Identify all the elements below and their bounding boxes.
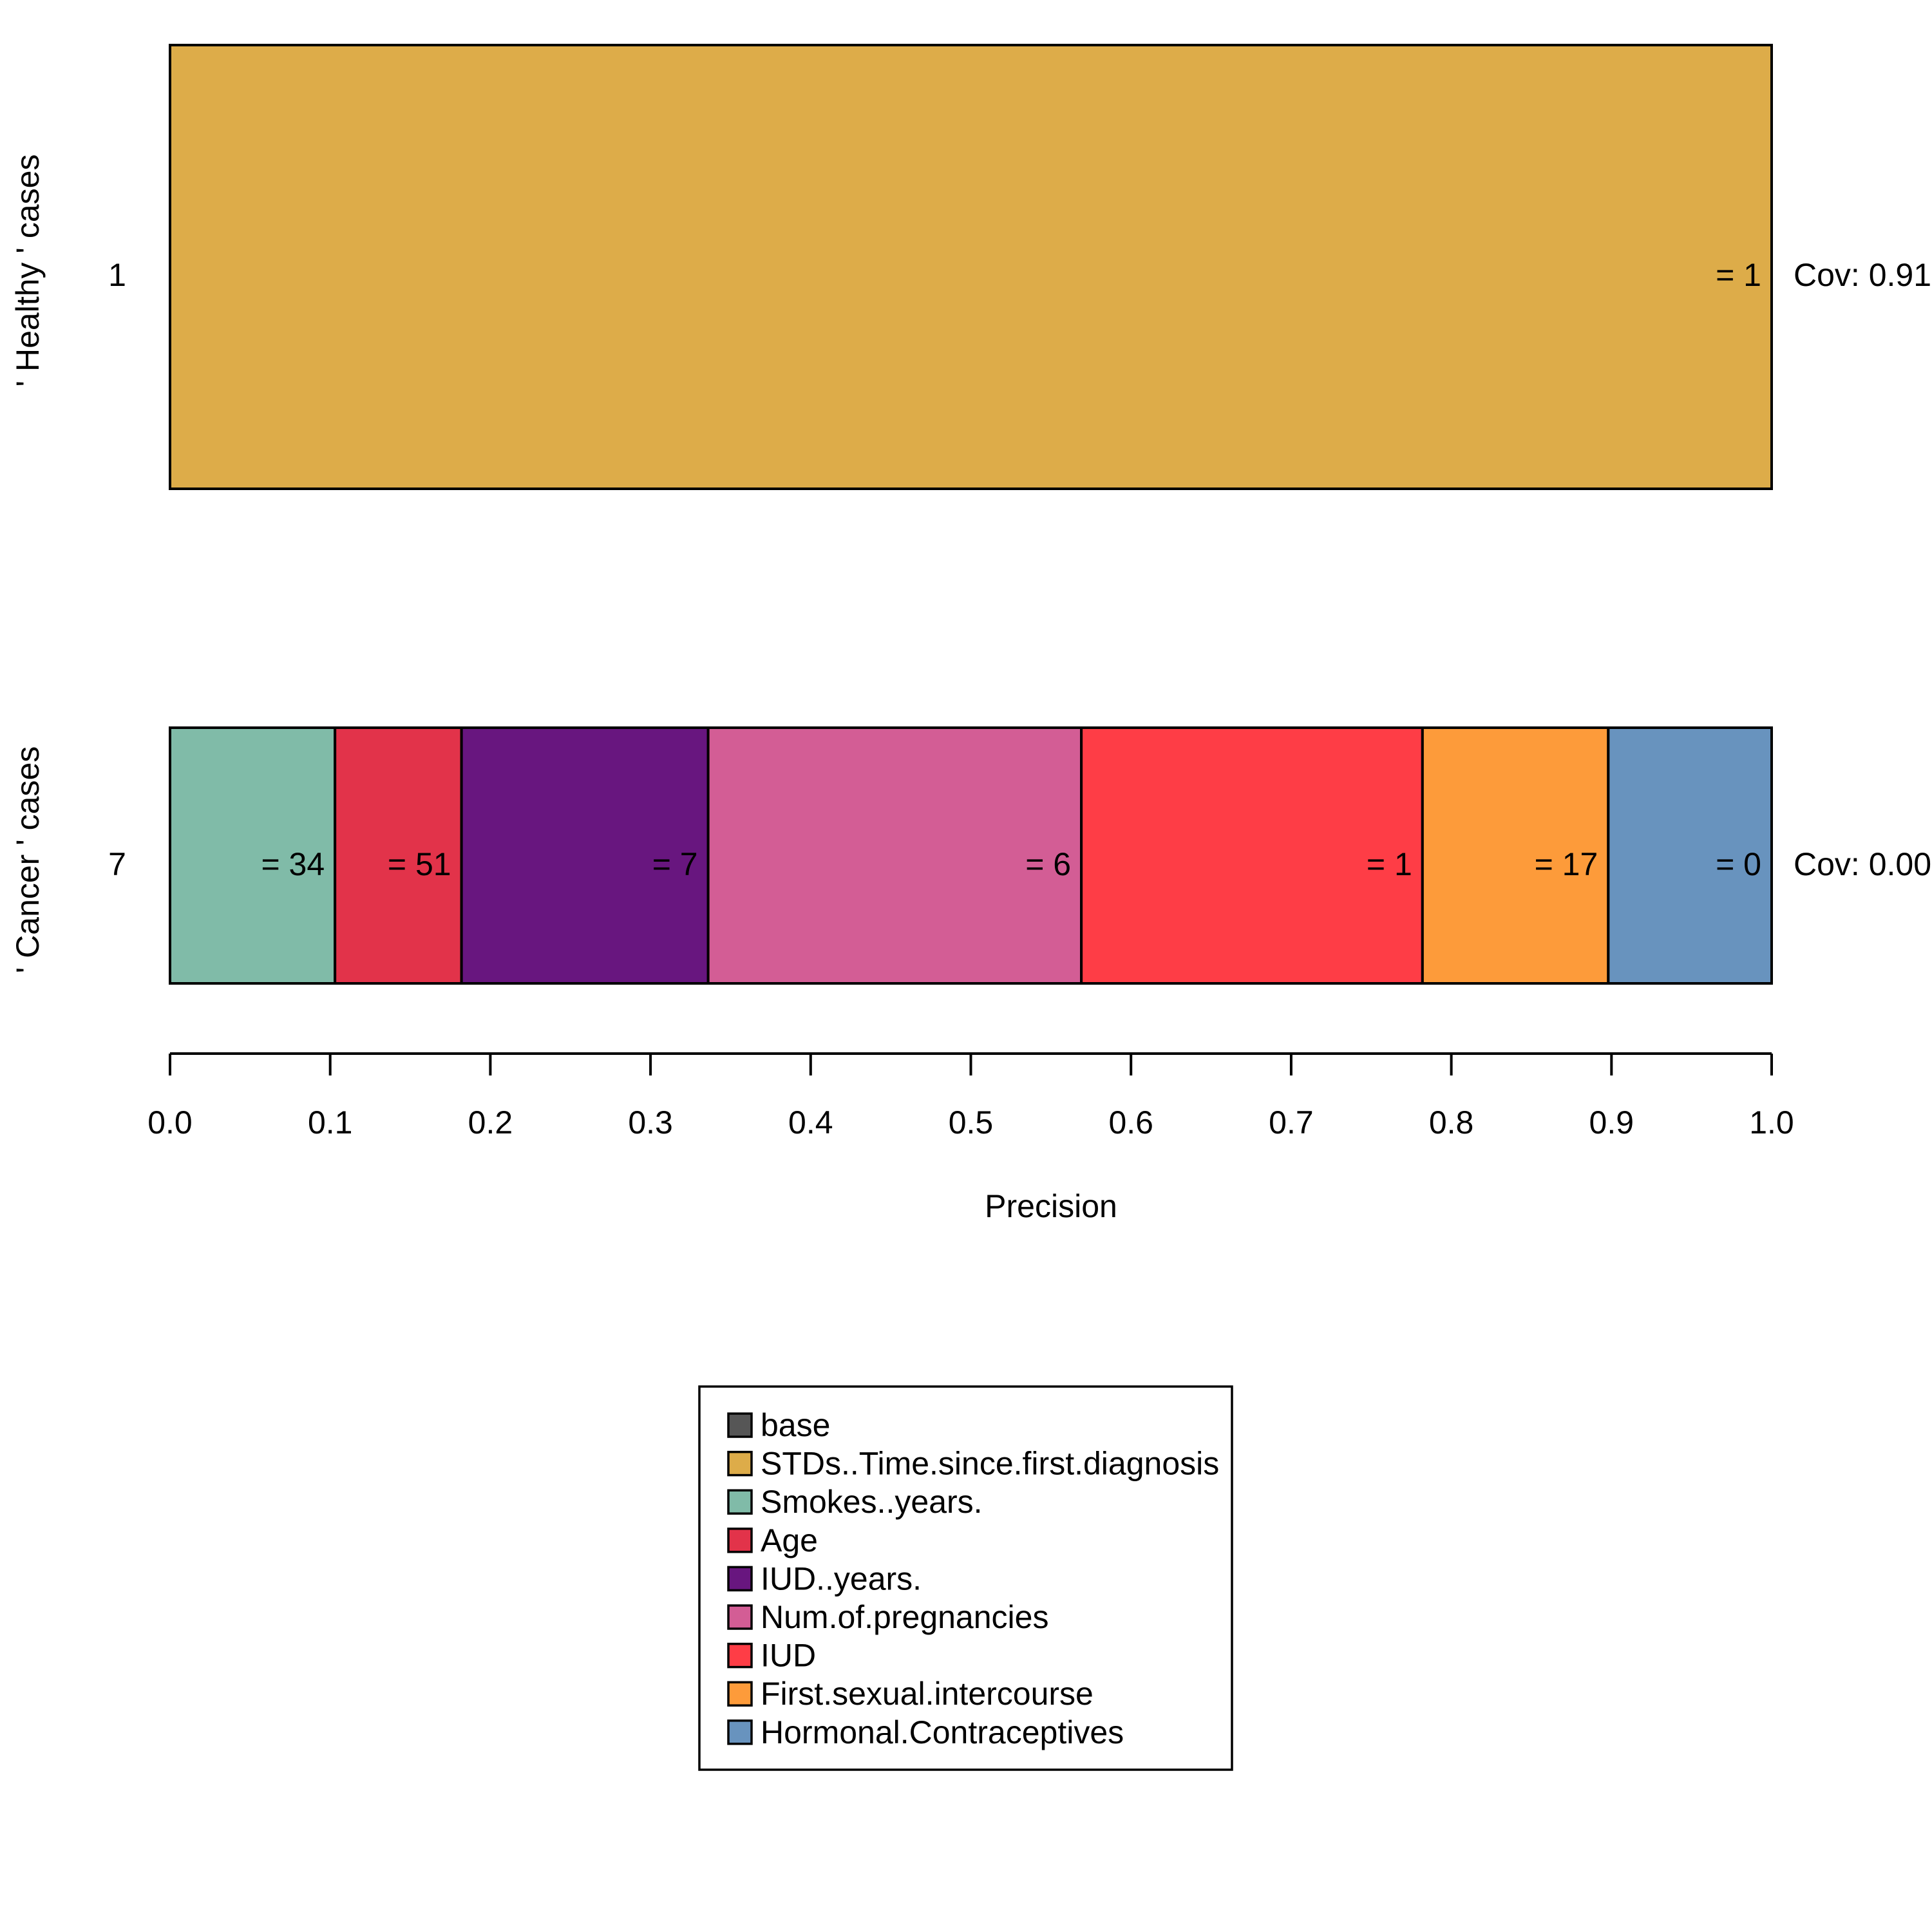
x-axis-title: Precision	[985, 1188, 1117, 1224]
bar-row: = 1 1 Cov: 0.91 ' Healthy ' cases	[10, 44, 1931, 490]
segment-label: = 6	[1025, 846, 1071, 882]
legend-label: IUD	[761, 1638, 816, 1674]
row-group-label: ' Healthy ' cases	[10, 155, 46, 387]
bar-segment	[1607, 726, 1773, 985]
legend-label: Age	[761, 1522, 818, 1558]
segment-label: = 34	[261, 846, 325, 882]
segment-label: = 1	[1716, 257, 1761, 293]
legend-swatch	[727, 1450, 753, 1477]
bar-segment	[169, 726, 337, 985]
legend-swatch	[727, 1489, 753, 1515]
legend-swatch	[727, 1412, 753, 1438]
segment-label: = 17	[1535, 846, 1598, 882]
row-group-label: ' Cancer ' cases	[10, 746, 46, 974]
coverage-label: Cov: 0.91	[1794, 257, 1931, 293]
x-tick-label: 0.6	[1108, 1104, 1153, 1141]
legend-frame	[698, 1385, 1233, 1771]
x-tick-label: 0.4	[788, 1104, 833, 1141]
x-tick-label: 0.1	[308, 1104, 353, 1141]
bar-segment	[706, 726, 1083, 985]
x-tick-label: 0.7	[1269, 1104, 1314, 1141]
legend-swatch	[727, 1719, 753, 1745]
legend: baseSTDs..Time.since.first.diagnosisSmok…	[698, 1385, 1233, 1771]
row-count-label: 7	[108, 846, 126, 882]
bar-segment	[169, 44, 1773, 490]
legend-label: Num.of.pregnancies	[761, 1599, 1048, 1635]
x-tick-label: 0.2	[468, 1104, 513, 1141]
segment-label: = 0	[1716, 846, 1761, 882]
segment-label: = 7	[652, 846, 698, 882]
x-tick-label: 0.9	[1589, 1104, 1634, 1141]
x-tick-label: 0.3	[628, 1104, 673, 1141]
legend-swatch	[727, 1604, 753, 1630]
segment-label: = 51	[388, 846, 451, 882]
legend-swatch	[727, 1681, 753, 1707]
bar-row: = 34 = 51 = 7 = 6 = 1 = 17 = 0 7 Cov: 0.00 ' Canc…	[10, 726, 1931, 985]
legend-label: IUD..years.	[761, 1560, 922, 1596]
coverage-label: Cov: 0.00	[1794, 846, 1931, 882]
legend-label: First.sexual.intercourse	[761, 1676, 1094, 1712]
legend-swatch	[727, 1642, 753, 1669]
bar-segment	[460, 726, 710, 985]
segment-label: = 1	[1367, 846, 1412, 882]
x-tick-label: 0.5	[949, 1104, 994, 1141]
legend-label: Smokes..years.	[761, 1484, 983, 1520]
bar-segment	[334, 726, 463, 985]
x-axis: 0.0 0.1 0.2 0.3 0.4 0.5 0.6 0.7 0.8 0.9 1.0	[147, 1052, 1794, 1141]
legend-swatch	[727, 1528, 753, 1553]
x-tick-label: 1.0	[1749, 1104, 1794, 1141]
legend-label: Hormonal.Contraceptives	[761, 1714, 1124, 1750]
legend-label: base	[761, 1407, 830, 1443]
bars-layer: = 11 Cov: 0.91' Healthy ' cases= 34 = 51 = …	[10, 44, 1931, 985]
x-tick-label: 0.0	[147, 1104, 193, 1141]
bar-segment	[1421, 726, 1610, 985]
bar-segment	[1080, 726, 1424, 985]
legend-label: STDs..Time.since.first.diagnosis	[761, 1446, 1219, 1482]
row-count-label: 1	[108, 257, 126, 293]
x-tick-label: 0.8	[1429, 1104, 1474, 1141]
legend-swatch	[727, 1566, 753, 1592]
